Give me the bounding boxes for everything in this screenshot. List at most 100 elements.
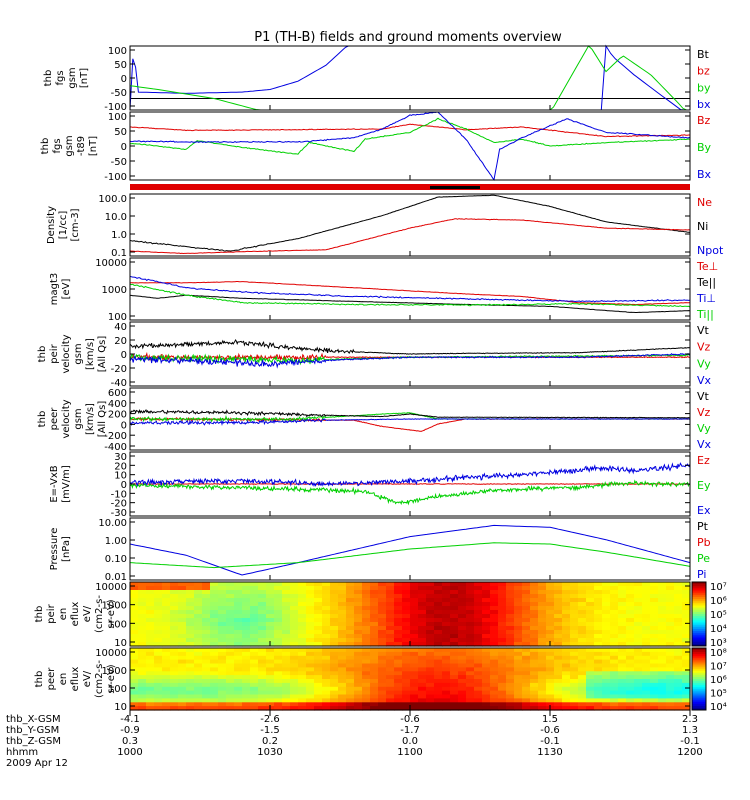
electron-spectrogram-cell xyxy=(490,675,499,680)
electron-spectrogram-cell xyxy=(314,659,323,665)
ion-spectrogram-cell xyxy=(642,634,651,639)
electron-spectrogram-cell xyxy=(322,659,331,665)
ion-spectrogram-cell xyxy=(170,638,179,643)
colorbar-segment xyxy=(692,626,706,630)
electron-spectrogram-cell xyxy=(450,682,459,688)
footer-value: 0.2 xyxy=(262,736,278,747)
footer-value: 2.3 xyxy=(682,714,698,725)
ion-spectrogram-cell xyxy=(306,642,315,647)
electron-spectrogram-cell xyxy=(642,694,651,699)
ion-spectrogram-cell xyxy=(146,602,155,607)
electron-spectrogram-cell xyxy=(586,671,595,676)
ion-spectrogram-cell xyxy=(194,598,203,603)
ion-spectrogram-cell xyxy=(650,610,659,615)
electron-spectrogram-cell xyxy=(626,698,635,703)
electron-spectrogram-cell xyxy=(642,682,651,688)
electron-spectrogram-cell xyxy=(194,651,203,657)
y-tick-label: 10.0 xyxy=(105,212,127,223)
electron-spectrogram-cell xyxy=(266,667,275,672)
electron-spectrogram-cell xyxy=(482,698,491,703)
electron-spectrogram-cell xyxy=(314,690,323,696)
ion-spectrogram-cell xyxy=(290,634,299,639)
colorbar-segment xyxy=(692,654,706,657)
electron-spectrogram-cell xyxy=(154,651,163,657)
ion-spectrogram-cell xyxy=(386,582,395,587)
electron-spectrogram-cell xyxy=(674,663,683,668)
footer-value: -4.1 xyxy=(120,714,140,725)
electron-spectrogram-cell xyxy=(594,698,603,703)
electron-spectrogram-cell xyxy=(362,655,371,661)
ion-spectrogram-cell xyxy=(410,610,419,615)
ion-spectrogram-cell xyxy=(386,614,395,619)
electron-spectrogram-cell xyxy=(594,663,603,668)
electron-spectrogram-cell xyxy=(170,690,179,696)
legend-entry: by xyxy=(697,81,711,94)
ion-spectrogram-cell xyxy=(618,630,627,635)
ion-spectrogram-cell xyxy=(650,594,659,599)
ion-spectrogram-cell xyxy=(234,630,243,635)
electron-spectrogram-cell xyxy=(306,694,315,699)
ion-spectrogram-cell xyxy=(650,582,659,587)
electron-spectrogram-cell xyxy=(202,667,211,672)
ion-spectrogram-cell xyxy=(578,630,587,635)
colorbar-segment xyxy=(692,664,706,668)
electron-spectrogram-cell xyxy=(650,655,659,661)
ion-spectrogram-cell xyxy=(346,586,355,591)
y-axis-label: [nT] xyxy=(79,68,90,88)
electron-spectrogram-cell xyxy=(466,663,475,668)
ion-spectrogram-cell xyxy=(554,642,563,647)
electron-spectrogram-cell xyxy=(578,667,587,672)
ion-spectrogram-cell xyxy=(298,606,307,611)
ion-spectrogram-cell xyxy=(274,594,283,599)
electron-spectrogram-cell xyxy=(682,698,691,703)
ion-spectrogram-cell xyxy=(290,630,299,635)
ion-spectrogram-cell xyxy=(506,638,515,643)
ion-spectrogram-cell xyxy=(274,638,283,643)
electron-spectrogram-cell xyxy=(162,682,171,688)
ion-spectrogram-cell xyxy=(578,598,587,603)
ion-spectrogram-cell xyxy=(130,594,139,599)
y-tick-label: 0.01 xyxy=(105,572,127,583)
y-tick-label: 0 xyxy=(121,350,127,361)
ion-spectrogram-cell xyxy=(290,602,299,607)
electron-spectrogram-cell xyxy=(434,686,443,692)
electron-spectrogram-cell xyxy=(314,679,323,684)
electron-spectrogram-cell xyxy=(626,655,635,661)
ion-spectrogram-cell xyxy=(594,598,603,603)
ion-spectrogram-cell xyxy=(394,606,403,611)
ion-spectrogram-cell xyxy=(330,606,339,611)
electron-spectrogram-cell xyxy=(370,702,379,707)
electron-spectrogram-cell xyxy=(538,698,547,703)
ion-spectrogram-cell xyxy=(354,634,363,639)
electron-spectrogram-cell xyxy=(242,698,251,703)
electron-spectrogram-cell xyxy=(266,679,275,684)
electron-spectrogram-cell xyxy=(210,648,219,653)
ion-spectrogram-cell xyxy=(674,594,683,599)
ion-spectrogram-cell xyxy=(378,610,387,615)
electron-spectrogram-cell xyxy=(178,698,187,703)
electron-spectrogram-cell xyxy=(170,679,179,684)
electron-spectrogram-cell xyxy=(354,686,363,692)
ion-spectrogram-cell xyxy=(274,590,283,595)
electron-spectrogram-cell xyxy=(522,675,531,680)
electron-spectrogram-cell xyxy=(178,659,187,665)
electron-spectrogram-cell xyxy=(386,667,395,672)
electron-spectrogram-cell xyxy=(490,655,499,661)
ion-spectrogram-cell xyxy=(522,610,531,615)
electron-spectrogram-cell xyxy=(226,690,235,696)
electron-spectrogram-cell xyxy=(626,663,635,668)
ion-spectrogram-cell xyxy=(514,614,523,619)
ion-spectrogram-cell xyxy=(154,586,163,591)
ion-spectrogram-cell xyxy=(146,630,155,635)
legend-entry: Vy xyxy=(697,422,711,435)
ion-spectrogram-cell xyxy=(234,598,243,603)
electron-spectrogram-cell xyxy=(498,675,507,680)
electron-spectrogram-cell xyxy=(554,686,563,692)
legend-entry: Pi xyxy=(697,568,706,581)
electron-spectrogram-cell xyxy=(138,698,147,703)
ion-spectrogram-cell xyxy=(162,622,171,627)
ion-spectrogram-cell xyxy=(354,618,363,623)
ion-spectrogram-cell xyxy=(674,598,683,603)
electron-spectrogram-cell xyxy=(194,667,203,672)
electron-spectrogram-cell xyxy=(586,675,595,680)
